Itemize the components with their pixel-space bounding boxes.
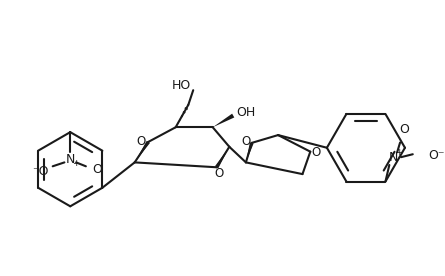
Polygon shape [135, 141, 150, 162]
Text: N: N [65, 153, 75, 166]
Polygon shape [135, 162, 217, 167]
Text: O: O [214, 167, 223, 180]
Text: O: O [312, 146, 321, 159]
Text: O: O [399, 123, 409, 136]
Text: N: N [388, 151, 398, 164]
Text: ⁻O: ⁻O [32, 165, 48, 178]
Polygon shape [215, 147, 229, 168]
Polygon shape [213, 114, 235, 127]
Polygon shape [246, 142, 254, 162]
Text: O⁻: O⁻ [429, 149, 445, 162]
Text: O: O [241, 136, 251, 148]
Text: +: + [73, 159, 80, 168]
Text: O: O [93, 163, 102, 176]
Text: +: + [395, 148, 403, 157]
Text: HO: HO [172, 79, 191, 92]
Text: O: O [137, 136, 146, 148]
Text: OH: OH [236, 106, 255, 119]
